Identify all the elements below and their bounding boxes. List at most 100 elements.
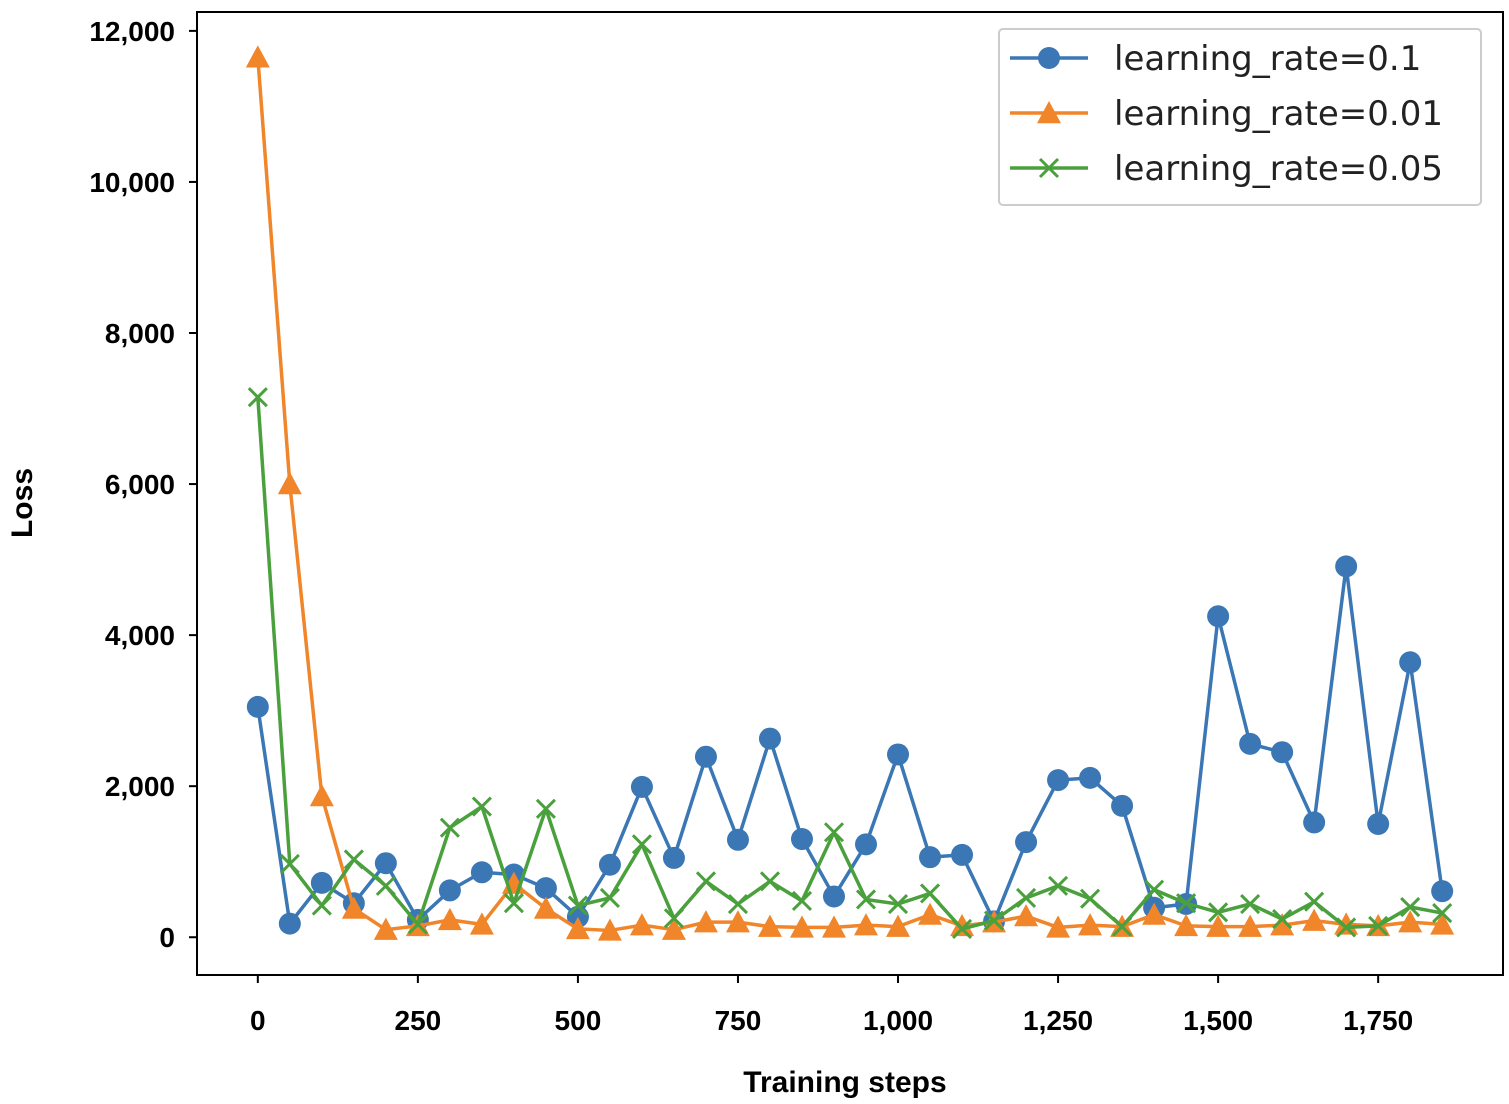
y-axis: 0 2,000 4,000 6,000 8,000 10,000 12,000 (89, 16, 197, 953)
data-point-learning-rate-0-01 (1238, 914, 1263, 937)
data-point-learning-rate-0-1 (694, 745, 717, 768)
data-point-learning-rate-0-01 (1270, 913, 1295, 936)
data-point-learning-rate-0-01 (1078, 913, 1103, 936)
data-point-learning-rate-0-01 (597, 918, 622, 941)
data-point-learning-rate-0-1 (1239, 732, 1262, 755)
data-point-learning-rate-0-01 (725, 910, 750, 933)
data-point-learning-rate-0-05 (311, 895, 332, 916)
data-point-learning-rate-0-1 (662, 846, 685, 869)
x-tick-label: 1,250 (1023, 1005, 1093, 1036)
data-point-learning-rate-0-05 (983, 910, 1005, 931)
data-point-learning-rate-0-05 (727, 893, 749, 915)
data-point-learning-rate-0-1 (1047, 769, 1070, 792)
series-layer (245, 45, 1455, 941)
x-tick-label: 500 (555, 1005, 602, 1036)
legend-items: learning_rate=0.1 learning_rate=0.01learn… (1010, 39, 1443, 189)
y-tick-label: 8,000 (105, 318, 175, 349)
data-point-learning-rate-0-01 (373, 917, 398, 940)
data-point-learning-rate-0-05 (343, 849, 364, 870)
data-point-learning-rate-0-05 (1080, 888, 1101, 909)
data-point-learning-rate-0-1 (758, 727, 781, 750)
data-point-learning-rate-0-05 (599, 887, 620, 909)
data-point-learning-rate-0-01 (1142, 902, 1167, 925)
y-tick-label: 2,000 (105, 771, 175, 802)
y-tick-label: 12,000 (89, 16, 175, 47)
data-point-learning-rate-0-01 (757, 914, 782, 937)
data-point-learning-rate-0-01 (1334, 912, 1359, 935)
data-point-learning-rate-0-01 (886, 914, 911, 937)
data-point-learning-rate-0-05 (1336, 917, 1357, 938)
data-point-learning-rate-0-01 (629, 913, 654, 936)
data-point-learning-rate-0-01 (1398, 910, 1423, 933)
data-point-learning-rate-0-01 (565, 916, 590, 940)
data-point-learning-rate-0-01 (789, 915, 814, 938)
series-learning-rate-0-05 (247, 387, 1453, 939)
data-point-learning-rate-0-01 (1206, 914, 1231, 937)
legend-marker-learning-rate-0-01 (1037, 101, 1061, 124)
data-point-learning-rate-0-05 (695, 871, 717, 892)
data-point-learning-rate-0-05 (1015, 887, 1037, 909)
data-point-learning-rate-0-1 (438, 879, 461, 902)
data-point-learning-rate-0-05 (791, 890, 813, 912)
data-point-learning-rate-0-05 (407, 914, 428, 935)
data-point-learning-rate-0-05 (1112, 916, 1133, 937)
legend-frame (998, 28, 1482, 206)
data-point-learning-rate-0-1 (855, 833, 878, 856)
data-point-learning-rate-0-01 (469, 912, 494, 935)
data-point-learning-rate-0-1 (822, 885, 845, 908)
data-point-learning-rate-0-1 (1079, 766, 1102, 789)
data-point-learning-rate-0-1 (1335, 555, 1358, 578)
data-point-learning-rate-0-01 (1174, 913, 1199, 937)
data-point-learning-rate-0-01 (277, 472, 302, 495)
data-point-learning-rate-0-05 (535, 798, 556, 819)
x-tick-label: 1,750 (1343, 1005, 1413, 1036)
data-point-learning-rate-0-1 (1271, 741, 1294, 764)
data-point-learning-rate-0-01 (1046, 915, 1071, 938)
data-point-learning-rate-0-1 (534, 877, 557, 900)
x-axis: 0 250 500 750 1,000 1,250 1,500 1,750 (250, 975, 1413, 1036)
data-point-learning-rate-0-05 (1176, 893, 1197, 914)
data-point-learning-rate-0-05 (439, 817, 460, 838)
data-point-learning-rate-0-1 (951, 843, 974, 866)
data-point-learning-rate-0-05 (919, 883, 941, 904)
y-tick-label: 10,000 (89, 167, 175, 198)
data-point-learning-rate-0-05 (855, 889, 877, 910)
legend: learning_rate=0.1 learning_rate=0.01learn… (998, 28, 1482, 206)
data-point-learning-rate-0-01 (918, 902, 943, 925)
data-point-learning-rate-0-05 (1144, 879, 1165, 900)
data-point-learning-rate-0-01 (693, 910, 718, 933)
data-point-learning-rate-0-1 (278, 912, 301, 935)
y-tick-label: 6,000 (105, 469, 175, 500)
data-point-learning-rate-0-1 (470, 861, 493, 884)
data-point-learning-rate-0-01 (661, 917, 686, 940)
data-point-learning-rate-0-05 (823, 822, 845, 843)
data-point-learning-rate-0-01 (309, 783, 334, 807)
legend-label-learning-rate-0-1: learning_rate=0.1 (1114, 39, 1421, 79)
data-point-learning-rate-0-05 (247, 387, 268, 408)
x-axis-title: Training steps (743, 1066, 946, 1099)
data-point-learning-rate-0-01 (1014, 904, 1039, 927)
data-point-learning-rate-0-01 (1302, 908, 1327, 931)
data-point-learning-rate-0-05 (663, 908, 685, 929)
data-point-learning-rate-0-05 (887, 893, 909, 915)
y-tick-label: 0 (159, 922, 175, 953)
x-tick-label: 250 (395, 1005, 442, 1036)
data-point-learning-rate-0-1 (790, 828, 813, 851)
y-tick-label: 4,000 (105, 620, 175, 651)
legend-marker-learning-rate-0-1 (1038, 47, 1060, 69)
data-point-learning-rate-0-01 (854, 913, 879, 936)
series-learning-rate-0-01 (245, 45, 1455, 941)
legend-item-learning-rate-0-05: learning_rate=0.05 (1010, 149, 1443, 189)
data-point-learning-rate-0-01 (1430, 912, 1455, 935)
x-tick-label: 0 (250, 1005, 266, 1036)
legend-item-learning-rate-0-01: learning_rate=0.01 (1010, 94, 1443, 134)
data-point-learning-rate-0-05 (503, 893, 524, 914)
data-point-learning-rate-0-1 (310, 871, 333, 894)
legend-marker-learning-rate-0-05 (1038, 157, 1060, 179)
data-point-learning-rate-0-05 (1432, 903, 1453, 924)
data-point-learning-rate-0-01 (821, 915, 846, 938)
data-point-learning-rate-0-05 (279, 853, 300, 875)
data-point-learning-rate-0-1 (1367, 812, 1390, 835)
data-point-learning-rate-0-1 (374, 852, 397, 875)
data-point-learning-rate-0-1 (630, 775, 653, 798)
